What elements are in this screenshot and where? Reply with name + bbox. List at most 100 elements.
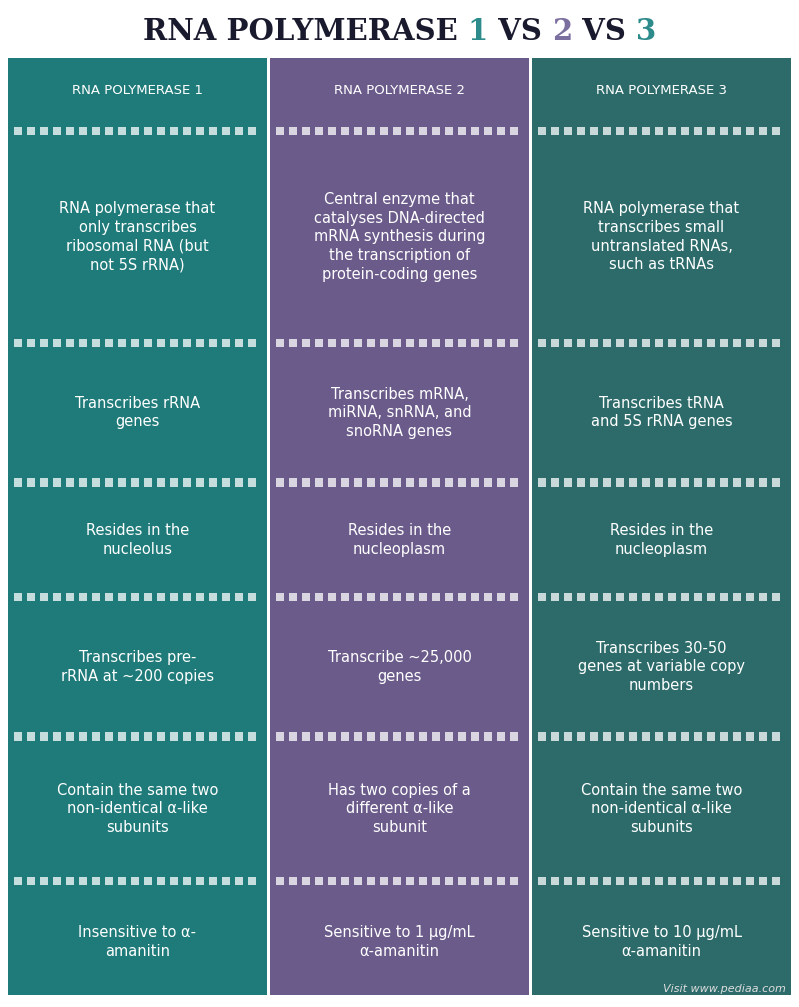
Text: RNA polymerase that
transcribes small
untranslated RNAs,
such as tRNAs: RNA polymerase that transcribes small un…: [583, 201, 740, 272]
Bar: [144, 732, 152, 741]
Bar: [131, 877, 139, 885]
Bar: [105, 593, 113, 601]
Text: Transcribe ~25,000
genes: Transcribe ~25,000 genes: [328, 650, 471, 684]
Bar: [642, 338, 650, 347]
Bar: [484, 127, 492, 135]
Bar: [616, 338, 624, 347]
Bar: [170, 732, 178, 741]
Bar: [144, 127, 152, 135]
Bar: [419, 593, 427, 601]
Bar: [642, 127, 650, 135]
Text: Transcribes 30-50
genes at variable copy
numbers: Transcribes 30-50 genes at variable copy…: [578, 640, 745, 693]
Bar: [772, 877, 780, 885]
Bar: [759, 338, 767, 347]
Bar: [380, 732, 388, 741]
Bar: [733, 338, 741, 347]
Bar: [564, 338, 572, 347]
Bar: [8, 474, 267, 490]
Bar: [629, 732, 637, 741]
Text: RNA POLYMERASE 2: RNA POLYMERASE 2: [334, 84, 465, 97]
Bar: [328, 338, 336, 347]
Bar: [66, 478, 74, 486]
Text: Transcribes rRNA
genes: Transcribes rRNA genes: [75, 396, 200, 430]
Bar: [289, 478, 297, 486]
Bar: [746, 593, 754, 601]
Bar: [772, 732, 780, 741]
Bar: [510, 732, 518, 741]
Text: VS: VS: [572, 17, 636, 46]
Bar: [551, 338, 559, 347]
Bar: [419, 338, 427, 347]
Bar: [497, 877, 505, 885]
Bar: [367, 478, 375, 486]
Bar: [183, 877, 191, 885]
Bar: [445, 478, 453, 486]
Bar: [590, 877, 598, 885]
Bar: [315, 338, 323, 347]
Bar: [183, 478, 191, 486]
Bar: [668, 338, 676, 347]
Bar: [8, 589, 267, 605]
Bar: [27, 478, 35, 486]
Bar: [616, 127, 624, 135]
Bar: [380, 877, 388, 885]
Bar: [406, 338, 414, 347]
Bar: [341, 732, 349, 741]
Bar: [341, 593, 349, 601]
Bar: [406, 877, 414, 885]
Bar: [471, 877, 479, 885]
Bar: [209, 338, 217, 347]
Bar: [642, 478, 650, 486]
Bar: [694, 478, 702, 486]
Bar: [759, 127, 767, 135]
Bar: [14, 593, 22, 601]
Bar: [733, 593, 741, 601]
Bar: [471, 127, 479, 135]
Bar: [270, 744, 529, 873]
Bar: [276, 338, 284, 347]
Bar: [8, 58, 267, 123]
Bar: [772, 127, 780, 135]
Bar: [746, 338, 754, 347]
Bar: [270, 335, 529, 350]
Bar: [270, 889, 529, 995]
Bar: [759, 593, 767, 601]
Bar: [157, 478, 165, 486]
Bar: [276, 732, 284, 741]
Bar: [248, 478, 256, 486]
Bar: [538, 877, 546, 885]
Bar: [183, 338, 191, 347]
Bar: [341, 127, 349, 135]
Bar: [707, 732, 715, 741]
Bar: [655, 127, 663, 135]
Bar: [235, 127, 243, 135]
Bar: [577, 338, 585, 347]
Bar: [681, 593, 689, 601]
Bar: [8, 350, 267, 474]
Text: Visit www.pediaa.com: Visit www.pediaa.com: [663, 984, 786, 994]
Bar: [603, 478, 611, 486]
Bar: [157, 732, 165, 741]
Bar: [551, 127, 559, 135]
Bar: [532, 350, 791, 474]
Bar: [590, 593, 598, 601]
Bar: [681, 338, 689, 347]
Bar: [270, 490, 529, 589]
Bar: [66, 877, 74, 885]
Bar: [642, 877, 650, 885]
Bar: [564, 593, 572, 601]
Bar: [8, 729, 267, 744]
Bar: [341, 338, 349, 347]
Bar: [235, 732, 243, 741]
Bar: [577, 732, 585, 741]
Bar: [289, 338, 297, 347]
Bar: [733, 478, 741, 486]
Bar: [406, 478, 414, 486]
Bar: [458, 478, 466, 486]
Bar: [458, 877, 466, 885]
Bar: [248, 127, 256, 135]
Bar: [603, 127, 611, 135]
Bar: [354, 338, 362, 347]
Bar: [328, 593, 336, 601]
Bar: [510, 338, 518, 347]
